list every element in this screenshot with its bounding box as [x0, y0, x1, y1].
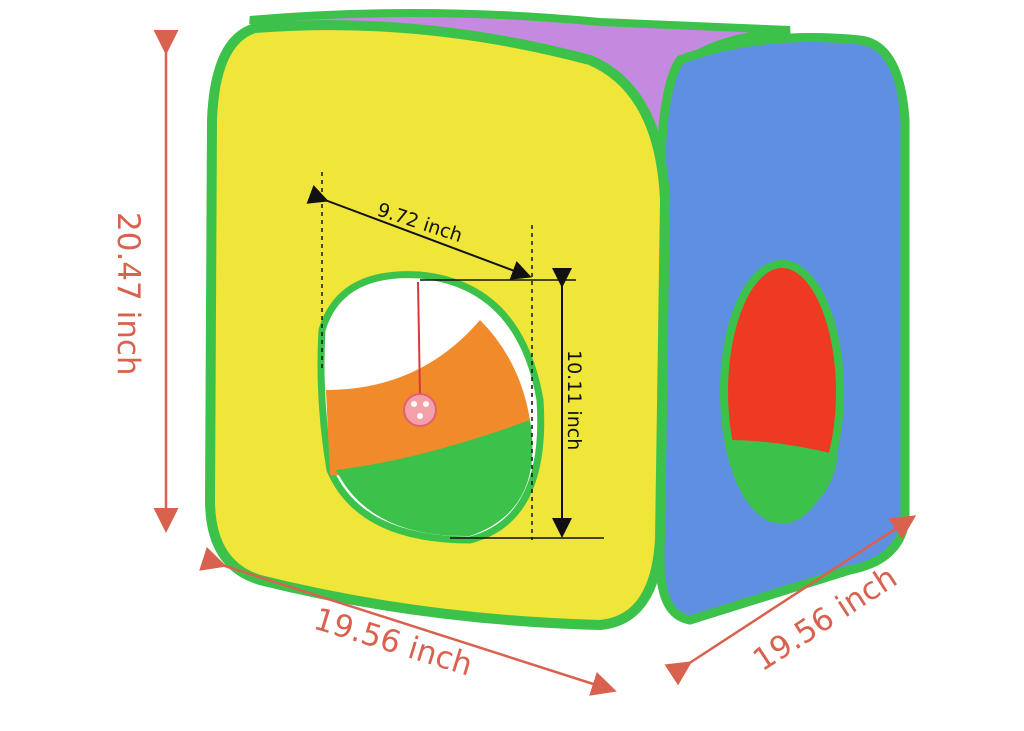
depth-arrow — [664, 515, 917, 686]
toy-ball — [403, 393, 437, 427]
toy-ball-hole — [417, 413, 423, 419]
toy-string — [417, 281, 421, 396]
toy-ball-hole — [411, 401, 417, 407]
height-label: 20.47 inch — [110, 212, 146, 376]
tunnel-interior-green — [336, 420, 533, 537]
hole-width-arrow — [306, 185, 532, 280]
toy-ball-hole — [423, 401, 429, 407]
side-hole-floor — [726, 440, 838, 518]
hole-height-label: 10.11 inch — [563, 350, 585, 450]
width-arrow — [199, 546, 617, 696]
